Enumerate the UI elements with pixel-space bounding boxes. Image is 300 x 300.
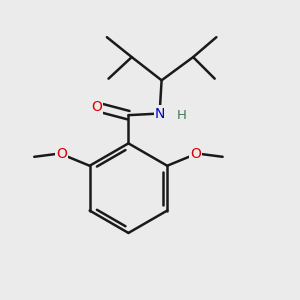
- Text: O: O: [92, 100, 102, 114]
- Text: H: H: [177, 109, 187, 122]
- Text: O: O: [56, 147, 67, 161]
- Text: N: N: [155, 106, 165, 121]
- Text: O: O: [190, 147, 201, 161]
